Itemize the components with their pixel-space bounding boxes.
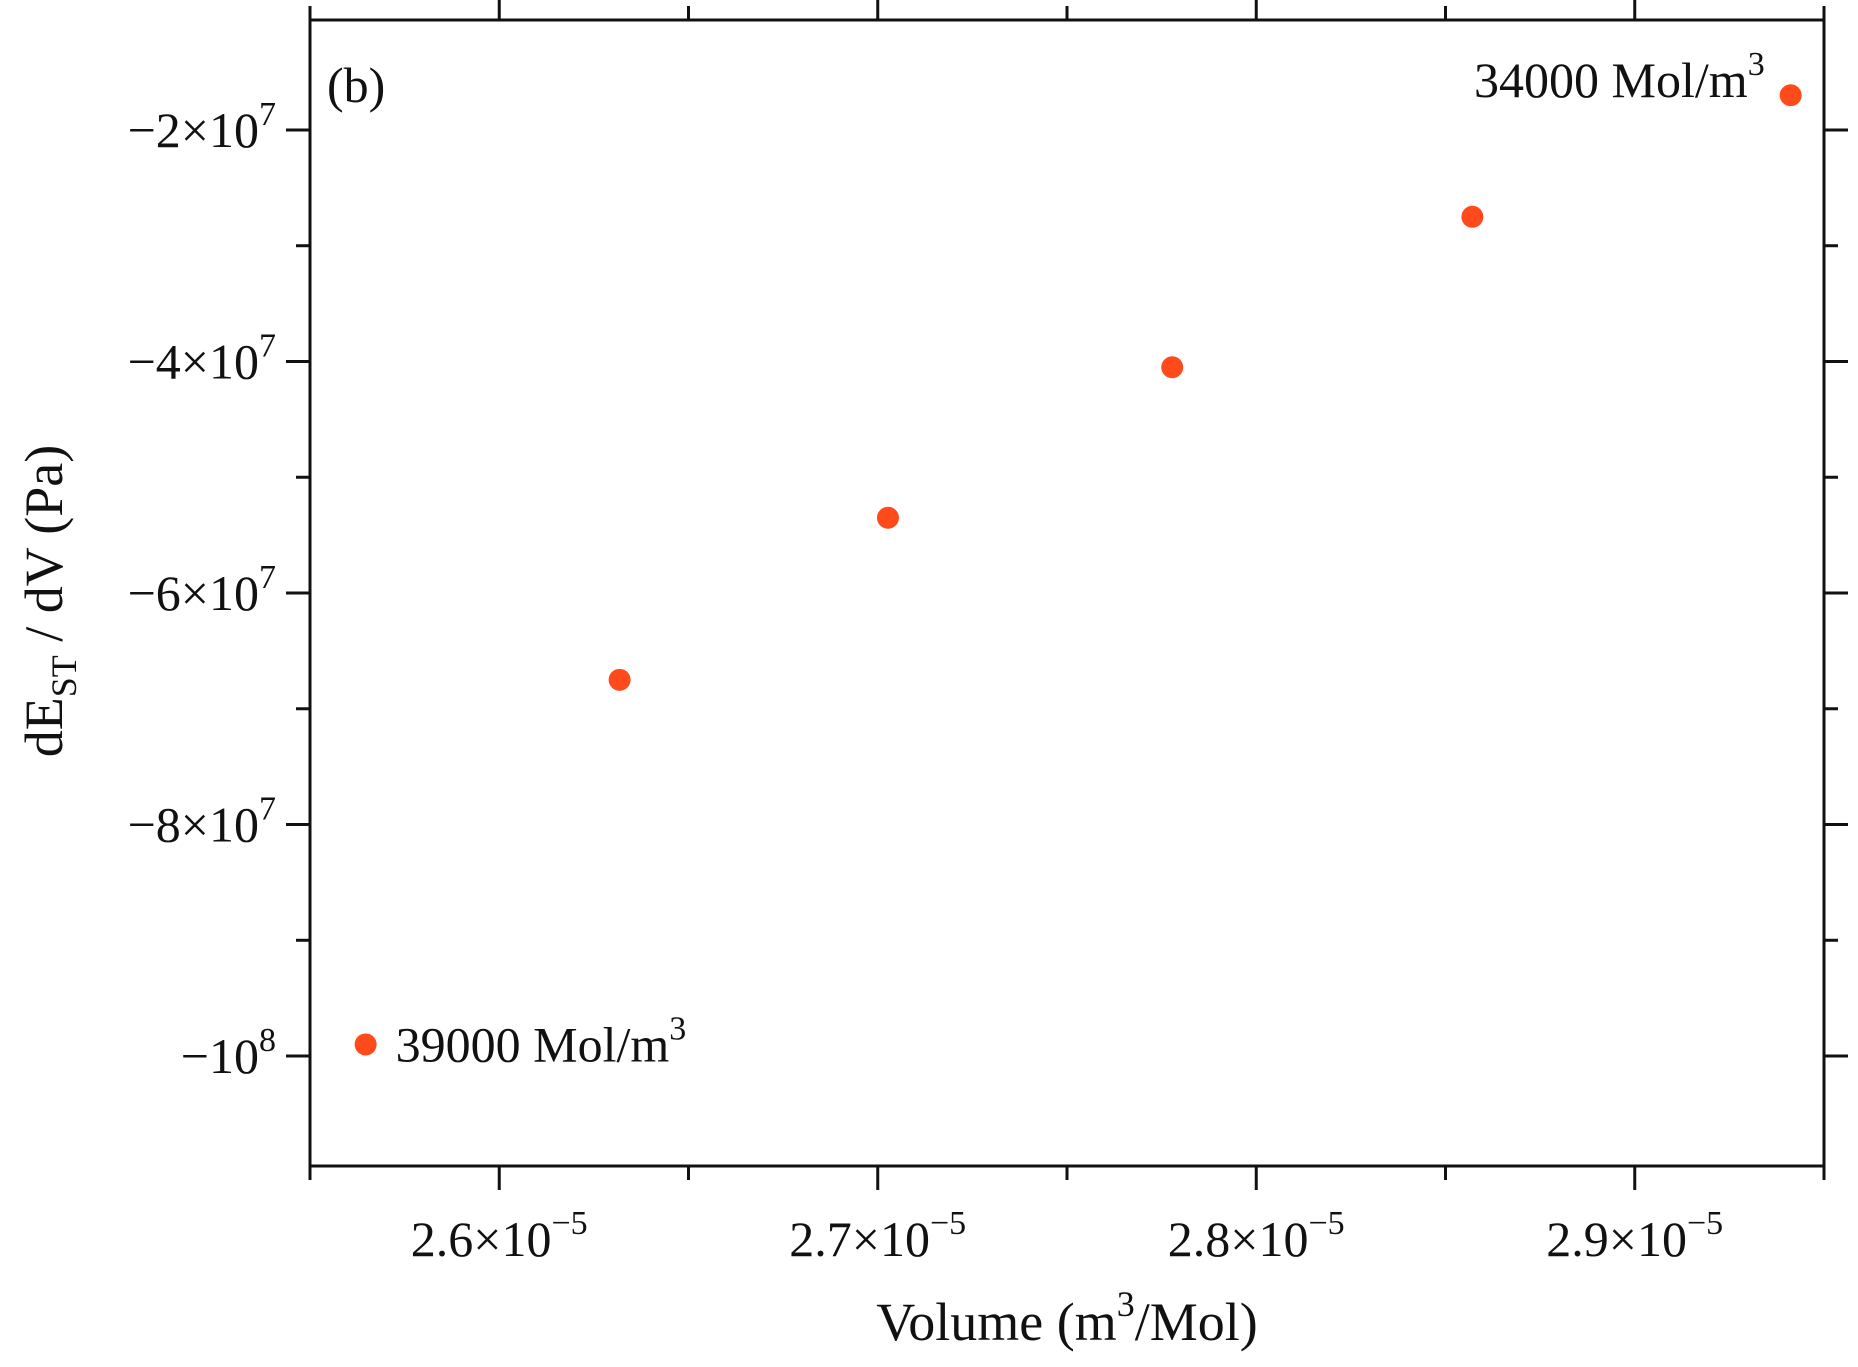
- data-point: [1779, 84, 1802, 107]
- data-point: [354, 1033, 377, 1056]
- y-tick-label: −108: [181, 1022, 276, 1084]
- y-tick-label: −4×107: [128, 327, 276, 389]
- y-tick-label: −6×107: [128, 559, 276, 621]
- data-point: [1461, 205, 1484, 228]
- y-tick-label: −2×107: [128, 96, 276, 158]
- panel-label: (b): [327, 57, 385, 113]
- data-point: [1161, 356, 1184, 379]
- point-annotation: 39000 Mol/m3: [396, 1010, 687, 1072]
- x-tick-label: 2.7×10−5: [789, 1205, 966, 1267]
- point-annotation: 34000 Mol/m3: [1474, 46, 1765, 108]
- x-tick-label: 2.9×10−5: [1546, 1205, 1723, 1267]
- y-axis-title: dEST / dV (Pa): [14, 445, 84, 758]
- data-point: [608, 668, 631, 691]
- y-tick-label: −8×107: [128, 791, 276, 853]
- data-point: [876, 506, 899, 529]
- x-tick-label: 2.6×10−5: [411, 1205, 588, 1267]
- plot-frame: [308, 18, 1826, 1168]
- x-axis-title: Volume (m3/Mol): [876, 1284, 1258, 1352]
- x-tick-label: 2.8×10−5: [1168, 1205, 1345, 1267]
